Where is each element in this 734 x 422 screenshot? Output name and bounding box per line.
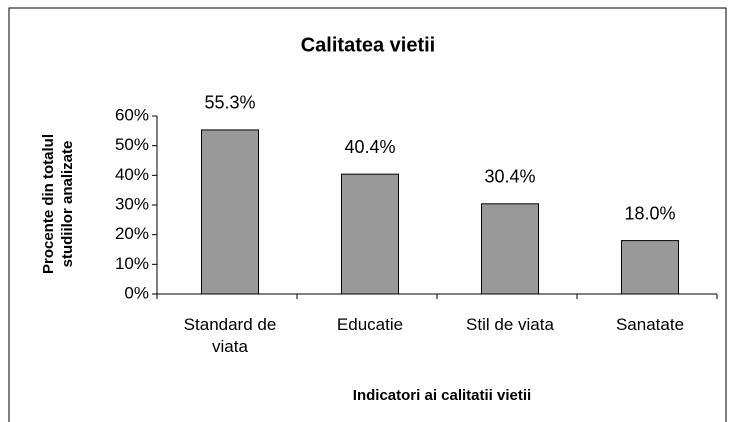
y-tick-label: 50% — [115, 135, 149, 154]
y-tick-label: 30% — [115, 194, 149, 213]
bar — [621, 240, 679, 295]
data-label: 30.4% — [484, 167, 535, 187]
data-label: 18.0% — [624, 203, 675, 223]
data-label: 55.3% — [204, 93, 255, 113]
x-axis-title: Indicatori ai calitatii vietii — [353, 387, 531, 404]
bar — [201, 129, 259, 295]
x-tick-label: Stil de viata — [466, 315, 554, 334]
y-tick-label: 0% — [124, 283, 149, 302]
x-tick-label: Sanatate — [615, 315, 685, 334]
chart-title: Calitatea vietii — [301, 34, 436, 56]
y-axis-title: Procente din totalul studiilor analizate — [40, 134, 76, 275]
chart-frame — [8, 7, 727, 422]
x-tick-label: Standard de viata — [183, 315, 277, 356]
y-tick-label: 20% — [115, 224, 149, 243]
y-tick-label: 60% — [115, 105, 149, 124]
data-label: 40.4% — [344, 137, 395, 157]
bar — [481, 203, 539, 295]
y-tick-label: 40% — [115, 165, 149, 184]
y-tick-label: 10% — [115, 254, 149, 273]
x-tick-label: Educatie — [336, 315, 404, 334]
bar — [341, 173, 399, 295]
